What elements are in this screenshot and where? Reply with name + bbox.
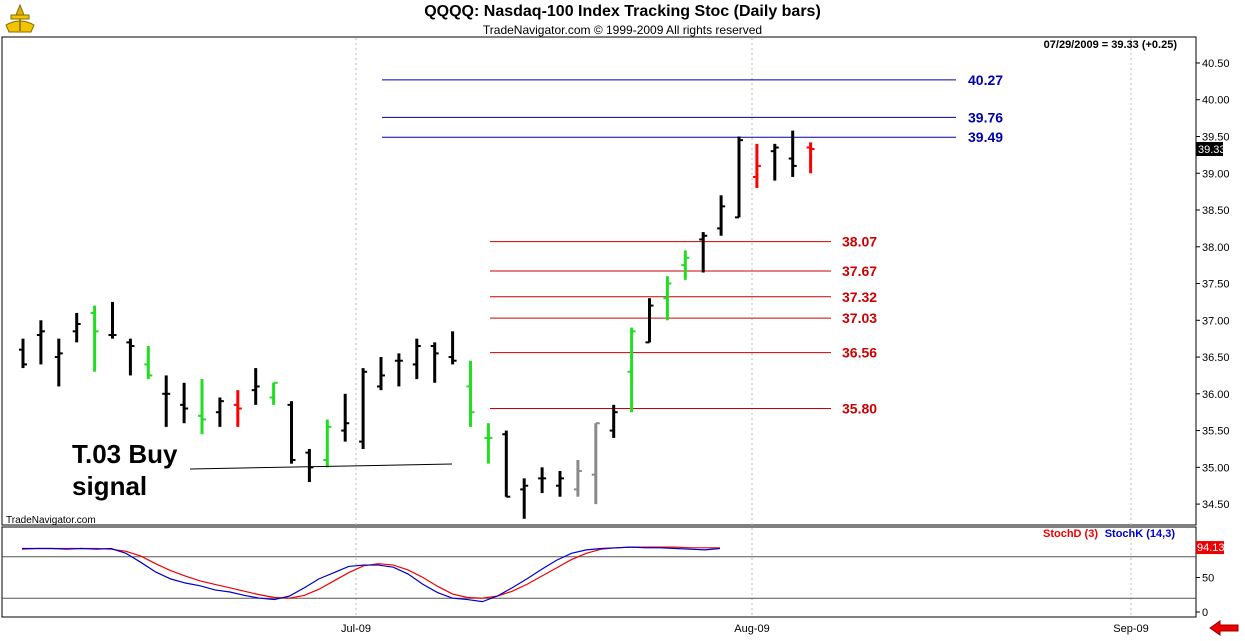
x-tick-label: Sep-09 (1113, 623, 1148, 635)
ohlc-bar (90, 305, 99, 372)
support-label: 35.80 (842, 401, 877, 417)
ohlc-bar (627, 327, 636, 413)
ohlc-bar (287, 401, 296, 464)
ohlc-bar (215, 397, 224, 427)
stoch-tick-label: 0 (1202, 607, 1208, 619)
ohlc-bar (162, 375, 171, 427)
ohlc-bar (538, 467, 547, 494)
last-price-label: 39.33 (1198, 144, 1226, 156)
x-tick-label: Jul-09 (341, 623, 371, 635)
stoch-tick-label: 50 (1202, 573, 1214, 585)
y-tick-label: 34.50 (1202, 499, 1230, 511)
stochk-line (22, 546, 721, 603)
ohlc-bar (752, 143, 761, 188)
ohlc-bar (609, 404, 618, 438)
ohlc-bar (323, 419, 332, 468)
stoch-last-box (1196, 541, 1224, 555)
y-tick-label: 40.00 (1202, 95, 1230, 107)
ohlc-bar (699, 232, 708, 273)
ohlc-bar (412, 338, 421, 380)
ohlc-bar (484, 423, 493, 464)
ohlc-bar (108, 301, 117, 339)
ohlc-bar (144, 346, 153, 380)
support-label: 38.07 (842, 234, 877, 250)
support-label: 37.67 (842, 263, 877, 279)
ohlc-bar (394, 353, 403, 387)
ohlc-bar (788, 130, 797, 177)
chart-title: QQQQ: Nasdaq-100 Index Tracking Stoc (Da… (424, 3, 821, 20)
ohlc-bar (198, 379, 206, 435)
y-tick-label: 39.50 (1202, 131, 1230, 143)
ohlc-bar (430, 342, 439, 383)
ohlc-bar (806, 142, 815, 174)
annotation-pointer-line (189, 463, 453, 470)
trade-navigator-logo (3, 3, 37, 35)
last-price-box (1196, 141, 1223, 156)
ohlc-bar (233, 390, 242, 427)
price-pane-frame (1, 36, 1197, 526)
ohlc-bar (770, 143, 779, 181)
status-readout: 07/29/2009 = 39.33 (+0.25) (1044, 39, 1178, 51)
ohlc-bar (377, 357, 385, 391)
ohlc-bar (54, 338, 63, 387)
stochk-legend: StochK (14,3) (1105, 528, 1176, 540)
resistance-label: 39.76 (968, 109, 1003, 125)
ohlc-bar (502, 430, 511, 498)
y-tick-label: 35.00 (1202, 462, 1230, 474)
ohlc-bar (269, 381, 278, 405)
ohlc-bar (717, 195, 726, 236)
ohlc-bar (126, 338, 135, 376)
ohlc-bar (72, 312, 81, 343)
y-tick-label: 36.00 (1202, 389, 1230, 401)
ohlc-bar (448, 331, 457, 365)
support-label: 36.56 (842, 345, 877, 361)
ohlc-bar (19, 338, 27, 369)
ohlc-bar (466, 360, 475, 427)
resistance-label: 39.49 (968, 129, 1003, 145)
ohlc-bar (663, 276, 672, 321)
ohlc-bar (591, 422, 600, 505)
ohlc-bar (251, 368, 260, 405)
ohlc-bar (735, 136, 743, 219)
ohlc-bar (556, 471, 564, 497)
ohlc-bar (645, 298, 654, 344)
support-label: 37.32 (842, 289, 877, 305)
ohlc-bar (573, 459, 582, 497)
y-tick-label: 38.00 (1202, 242, 1230, 254)
buy-signal-annotation: T.03 Buy signal (72, 439, 178, 501)
x-tick-label: Aug-09 (734, 623, 769, 635)
resistance-label: 40.27 (968, 72, 1003, 88)
ohlc-bar (305, 448, 314, 483)
y-tick-label: 37.50 (1202, 279, 1230, 291)
ohlc-bar (520, 478, 529, 519)
scroll-left-arrow-icon[interactable] (1208, 620, 1240, 636)
ohlc-bar (36, 320, 45, 365)
support-label: 37.03 (842, 310, 877, 326)
y-tick-label: 40.50 (1202, 58, 1230, 70)
stoch-last-label: 94.13 (1197, 542, 1225, 554)
ohlc-bar (341, 393, 350, 442)
y-tick-label: 35.50 (1202, 426, 1230, 438)
ohlc-bar (681, 250, 690, 280)
ohlc-bar (180, 382, 189, 424)
stoch-pane-frame (1, 526, 1197, 618)
stochd-legend: StochD (3) (1043, 528, 1098, 540)
chart-subtitle: TradeNavigator.com © 1999-2009 All right… (482, 23, 763, 37)
ohlc-bar (359, 368, 368, 449)
y-tick-label: 39.00 (1202, 168, 1230, 180)
y-tick-label: 36.50 (1202, 352, 1230, 364)
watermark-text: TradeNavigator.com (6, 515, 96, 526)
y-tick-label: 38.50 (1202, 205, 1230, 217)
y-tick-label: 37.00 (1202, 315, 1230, 327)
